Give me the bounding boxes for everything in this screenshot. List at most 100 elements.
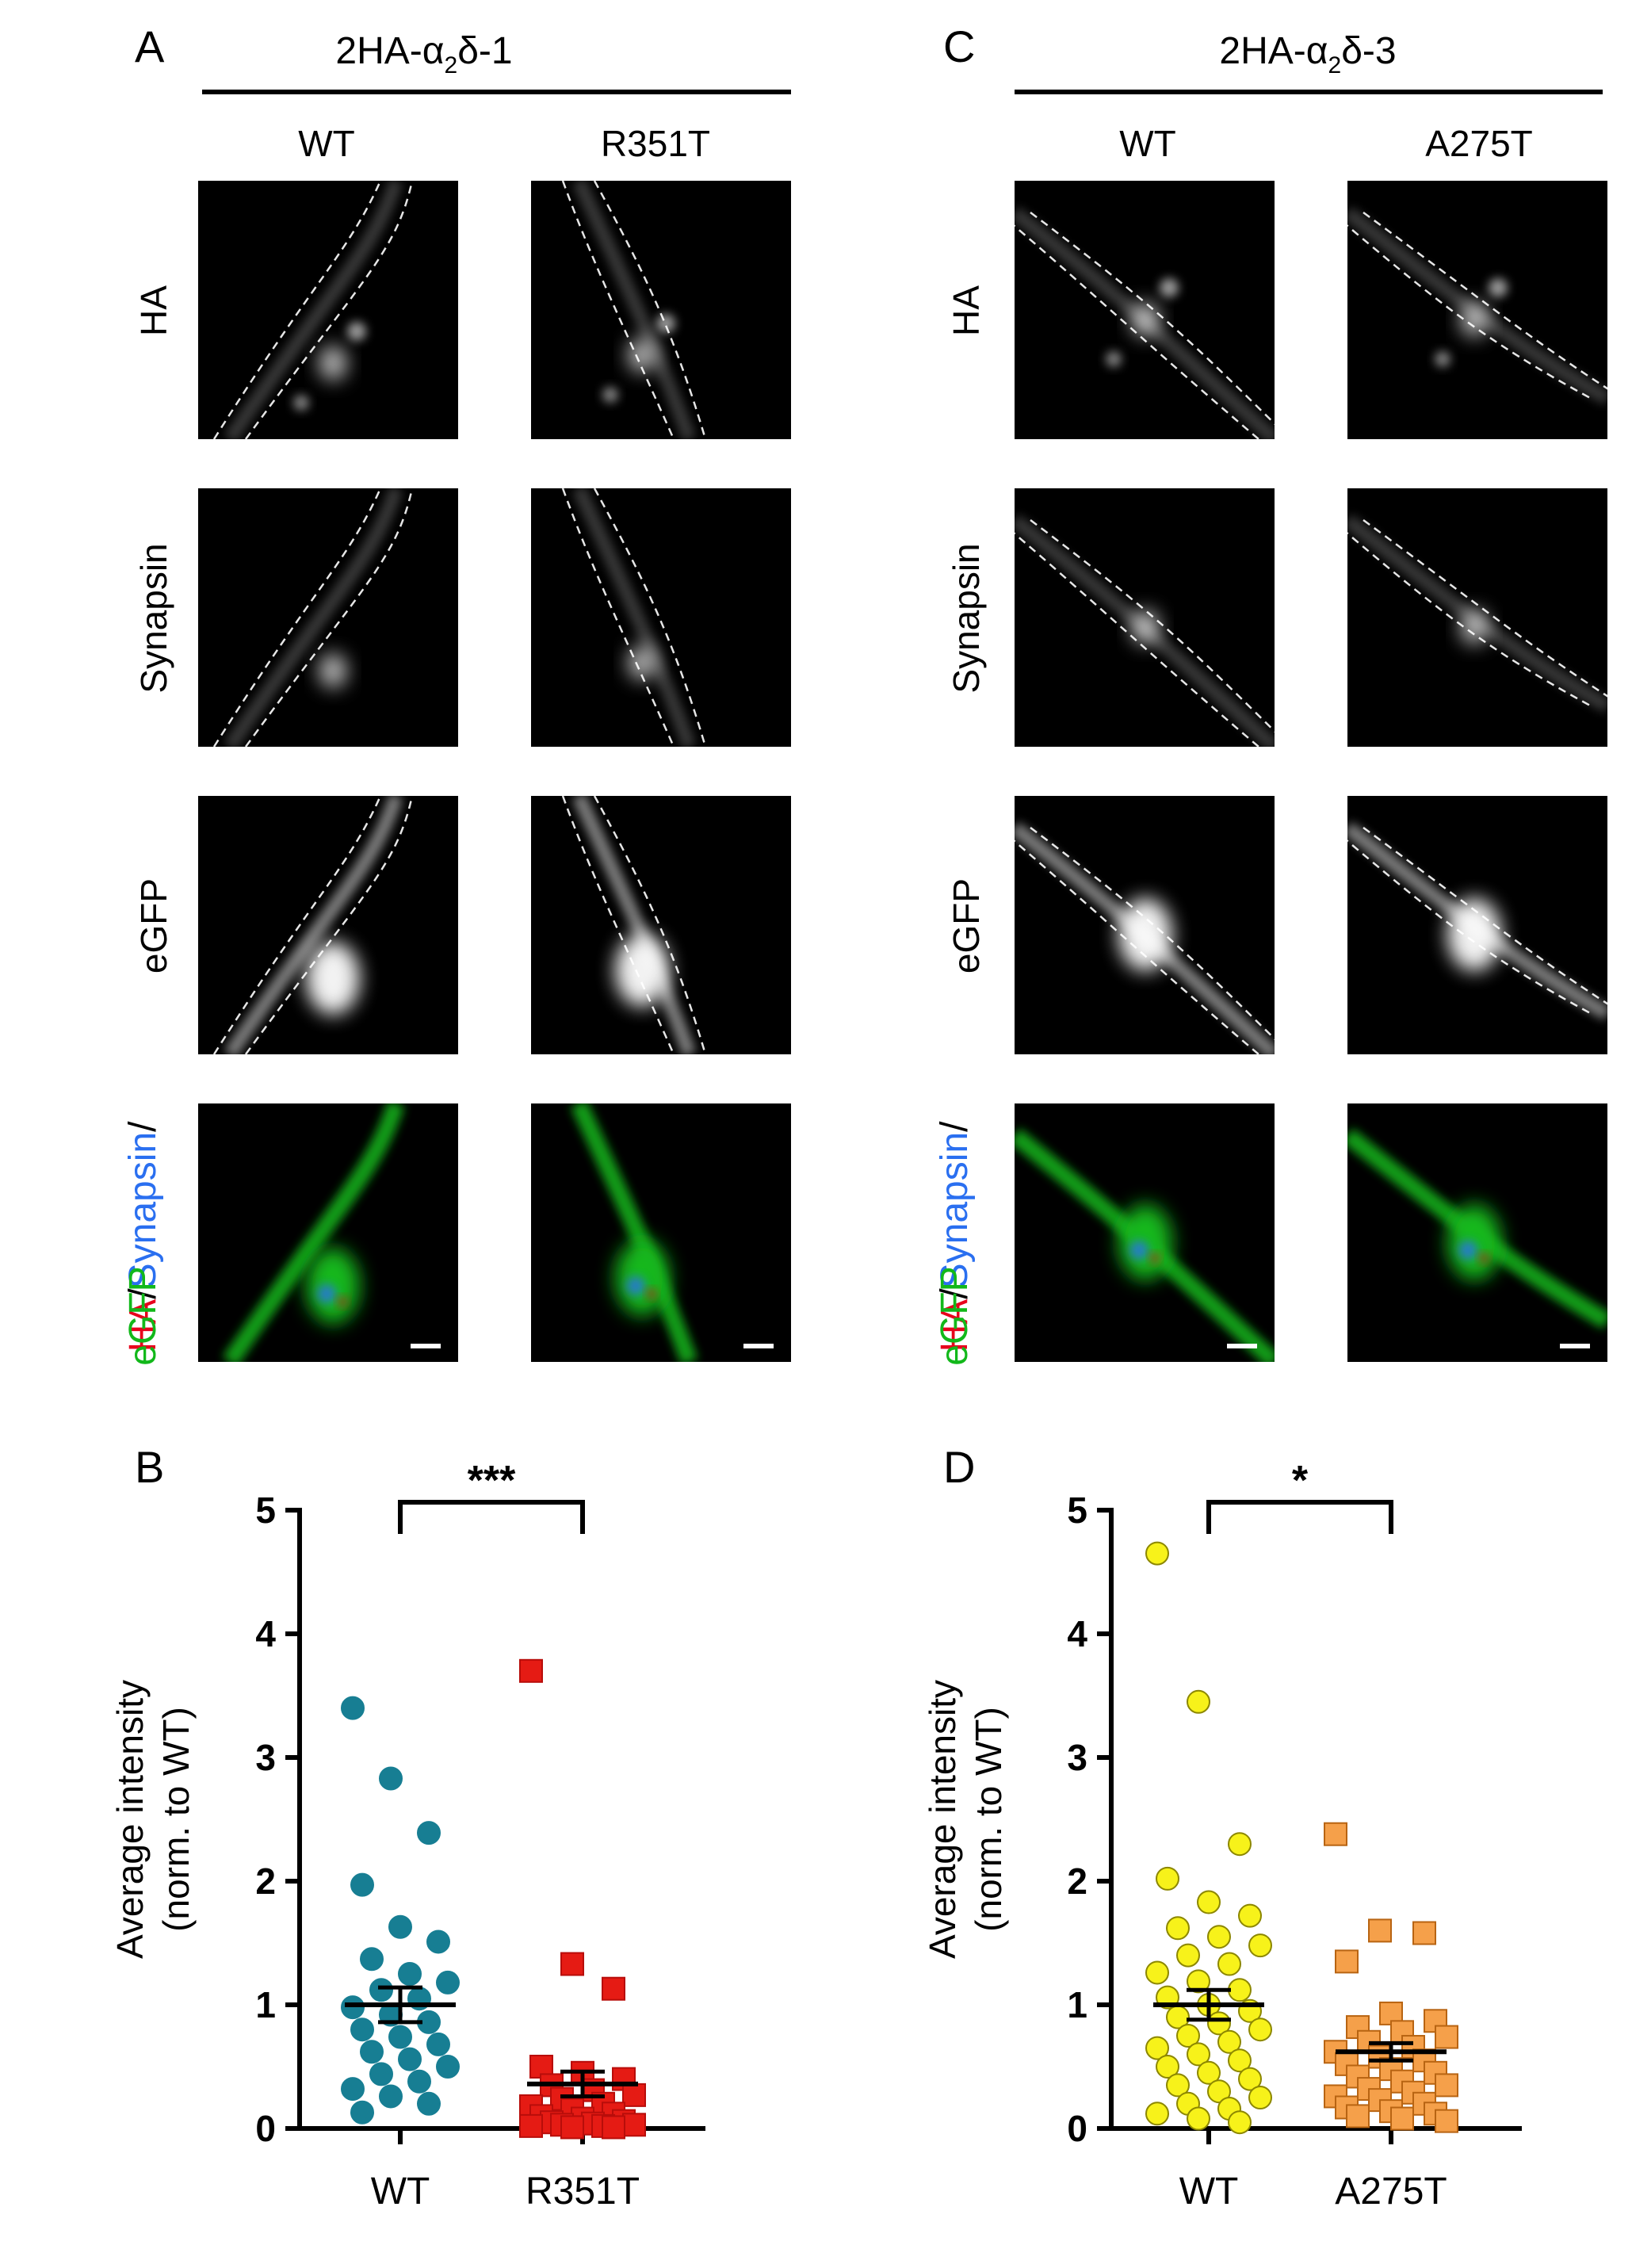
data-point (388, 1914, 412, 1939)
data-point (1187, 1689, 1210, 1714)
data-point (436, 1970, 460, 1995)
data-point (602, 2115, 625, 2140)
data-point (379, 2084, 403, 2109)
micrograph-grid (198, 181, 1607, 1362)
chart-b: B 0 1 2 3 4 5 Average intensity (norm. to WT) WT R… (109, 1442, 705, 2213)
y-tick-label: 1 (255, 1984, 276, 2025)
data-point (341, 1696, 365, 1720)
panel-c-col-label-mut: A275T (1425, 123, 1533, 164)
y-tick-label: 4 (255, 1613, 276, 1654)
y-tick-label: 4 (1067, 1613, 1087, 1654)
x-tick-label: R351T (526, 2170, 640, 2213)
y-tick-label: 3 (255, 1737, 276, 1778)
panel-c-title: 2HA-α2δ-3 (1219, 30, 1396, 78)
row-label-merge-egfp-c: eGFP (934, 1266, 976, 1365)
panel-a-title: 2HA-α2δ-1 (335, 30, 512, 78)
data-point (622, 2083, 646, 2107)
data-point (1145, 1960, 1169, 1985)
chart-panel-letter: B (135, 1442, 164, 1492)
data-point (1412, 1921, 1436, 1945)
data-point (519, 1658, 543, 1683)
significance-bracket (1206, 1500, 1393, 1534)
micrograph-tile (1347, 1103, 1607, 1362)
data-point (407, 2069, 431, 2094)
data-point (622, 2113, 646, 2137)
micrograph-tile (531, 796, 791, 1054)
y-axis-label: Average intensity (922, 1680, 963, 1959)
micrograph-tile (198, 181, 458, 439)
row-label-synapsin-a: Synapsin (133, 543, 174, 693)
significance-bracket (398, 1500, 585, 1534)
data-point (1238, 1903, 1262, 1928)
data-point (398, 2047, 422, 2071)
micrograph-tile (1015, 796, 1275, 1054)
data-point (369, 1978, 393, 2002)
x-tick-label: WT (1179, 2170, 1239, 2213)
data-point (1187, 2042, 1210, 2067)
data-point (1176, 2024, 1200, 2048)
data-point (369, 2062, 393, 2086)
data-point (1207, 2079, 1231, 2104)
micrograph-tile (1347, 181, 1607, 439)
data-point (379, 1766, 403, 1791)
data-point (1368, 1918, 1392, 1943)
y-tick-label: 1 (1067, 1984, 1087, 2025)
data-point (1207, 1925, 1231, 1949)
data-point (426, 2032, 450, 2056)
y-axis-label: (norm. to WT) (968, 1707, 1009, 1932)
data-point (1228, 1832, 1252, 1857)
y-tick-label: 2 (1067, 1861, 1087, 1902)
row-label-ha-a: HA (133, 285, 174, 336)
y-axis-label: Average intensity (109, 1680, 151, 1959)
y-tick-label: 2 (255, 1861, 276, 1902)
data-point (350, 1872, 374, 1897)
data-point (417, 2091, 441, 2116)
significance-label: *** (468, 1458, 516, 1504)
data-point (602, 1976, 625, 2001)
micrograph-tile (531, 181, 791, 439)
data-point (1197, 2060, 1221, 2085)
data-point (398, 1962, 422, 1986)
data-point (560, 2115, 584, 2140)
row-label-merge-a: HA/Synapsin/ (122, 1121, 164, 1352)
micrograph-tile (1015, 1103, 1275, 1362)
row-label-ha-c: HA (946, 285, 987, 336)
y-tick-label: 3 (1067, 1737, 1087, 1778)
micrograph-tile (1347, 488, 1607, 747)
data-point (341, 2077, 365, 2102)
row-label-synapsin-c: Synapsin (946, 543, 987, 693)
data-point (1197, 1890, 1221, 1914)
micrograph-tile (198, 796, 458, 1054)
data-point (1228, 2048, 1252, 2073)
data-point (360, 2040, 384, 2064)
chart-panel-letter: D (943, 1442, 975, 1492)
row-label-merge-c: HA/Synapsin/ (934, 1121, 976, 1352)
data-point (426, 1930, 450, 1954)
data-point (1187, 1969, 1210, 1994)
data-point (388, 2025, 412, 2049)
data-point (1217, 2029, 1241, 2054)
micrograph-tile (1015, 181, 1275, 439)
y-tick-label: 5 (255, 1490, 276, 1531)
micrograph-tile (531, 1103, 791, 1362)
data-point (1248, 2086, 1272, 2109)
data-point (1156, 2055, 1179, 2079)
y-tick-label: 5 (1067, 1490, 1087, 1531)
data-point (350, 2017, 374, 2042)
data-point (1145, 2102, 1169, 2126)
x-tick-label: WT (371, 2170, 430, 2213)
data-point (1238, 2067, 1262, 2091)
panel-a-col-label-mut: R351T (601, 123, 710, 164)
data-point (1187, 2106, 1210, 2131)
data-point (1346, 2104, 1370, 2128)
micrograph-tile (198, 1103, 458, 1362)
data-point (519, 2113, 543, 2138)
data-point (560, 1952, 584, 1976)
data-point (1166, 2073, 1190, 2098)
data-point (436, 2055, 460, 2079)
data-point (1228, 2110, 1252, 2135)
micrograph-tile (198, 488, 458, 747)
y-axis-label: (norm. to WT) (155, 1707, 197, 1932)
micrograph-tile (1347, 796, 1607, 1054)
